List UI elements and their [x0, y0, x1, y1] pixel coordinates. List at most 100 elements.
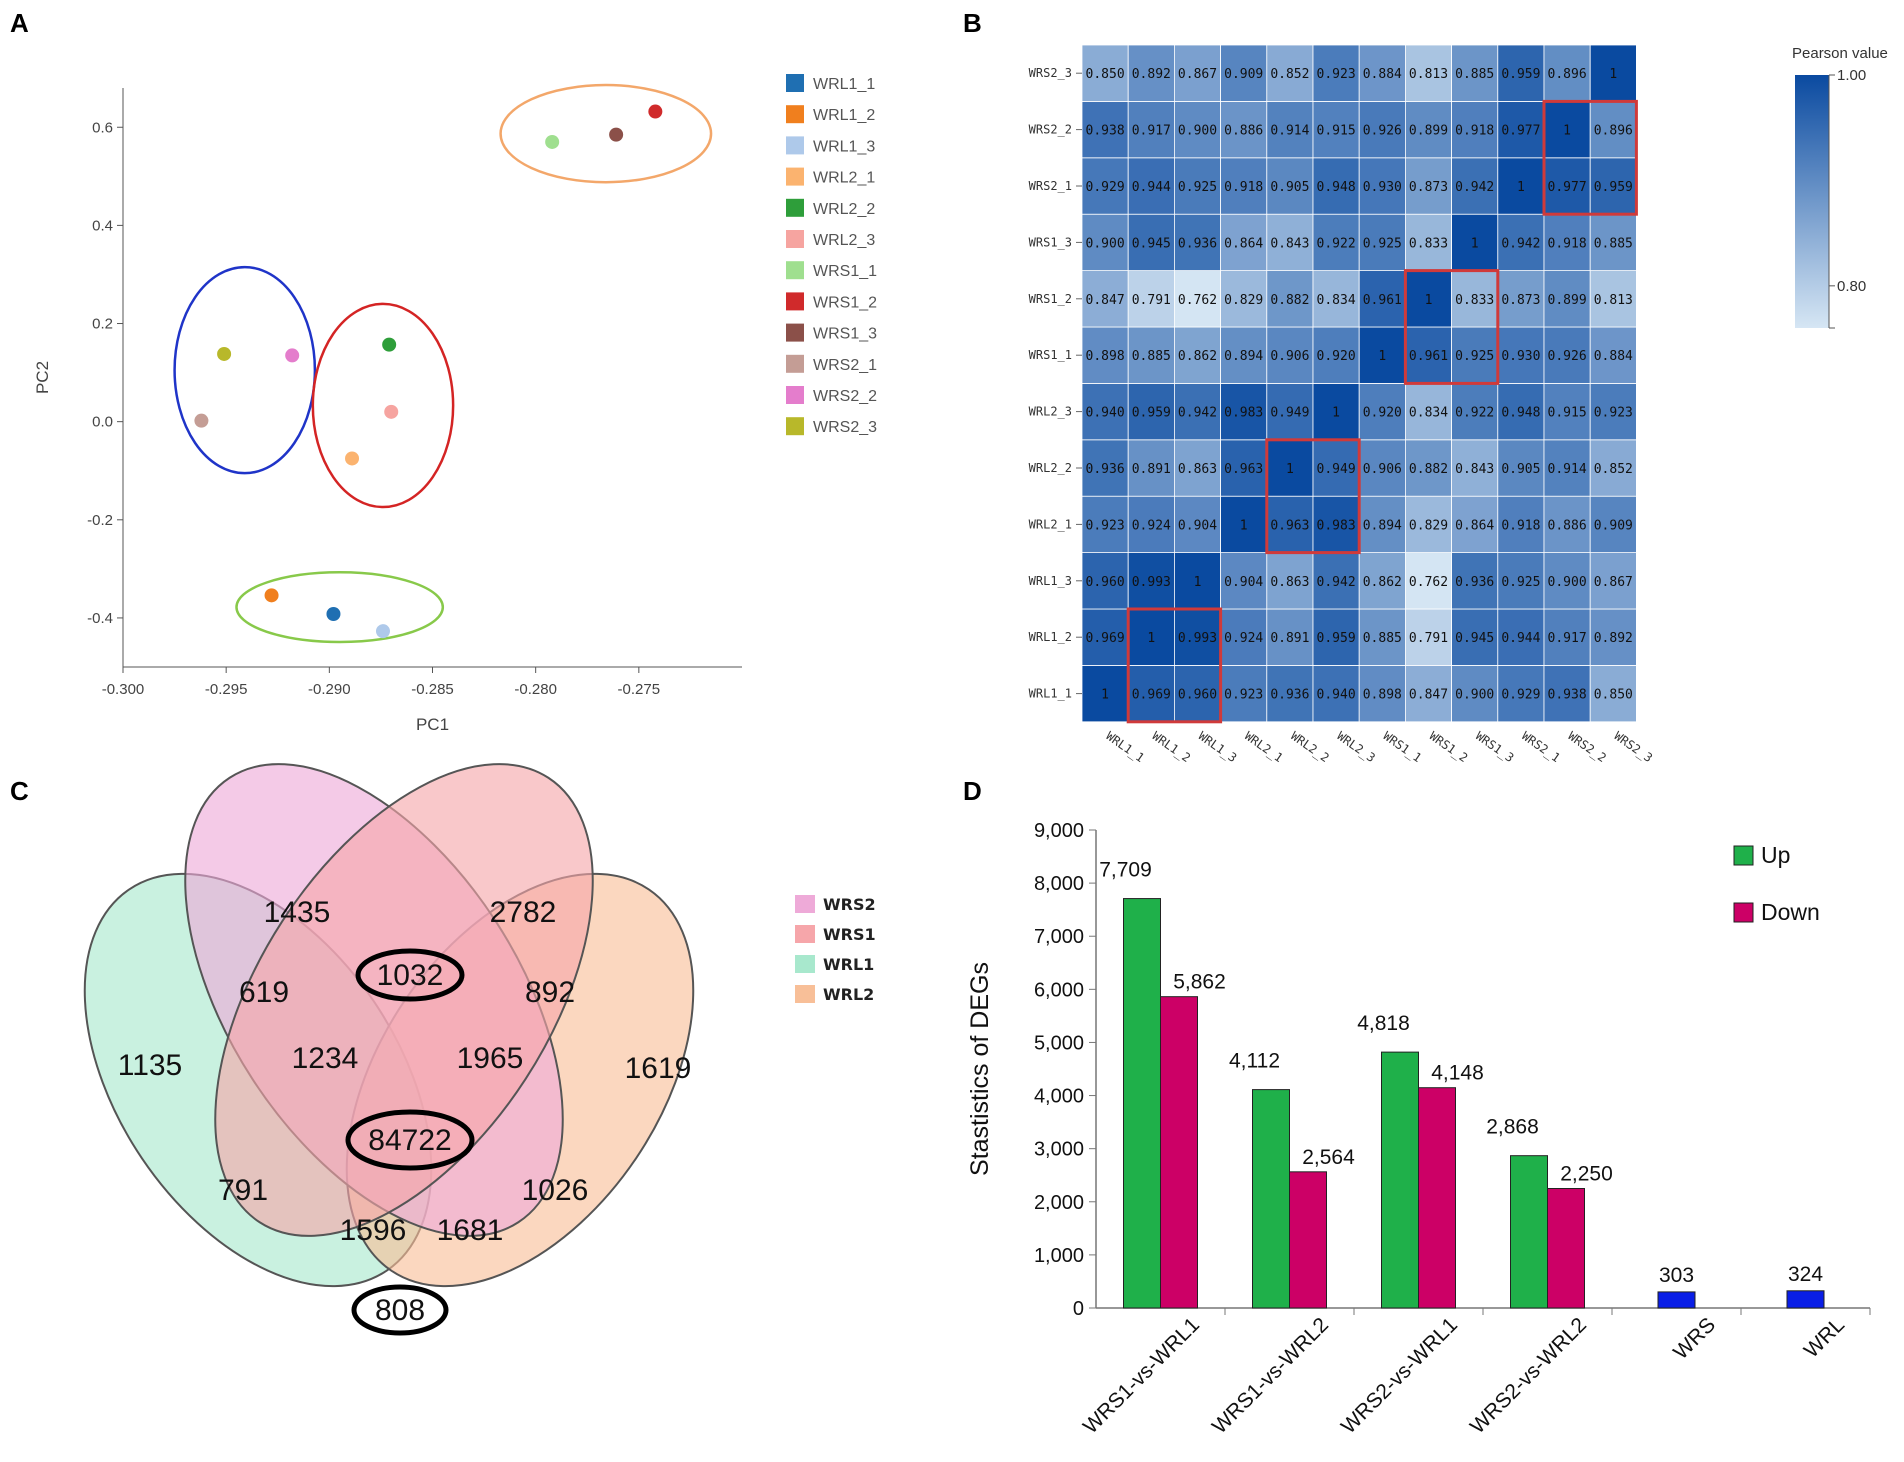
- heatmap-cell: [1405, 101, 1453, 159]
- heatmap-cell-value: 0.867: [1594, 575, 1633, 590]
- heatmap-row-label: WRL2_3: [1029, 405, 1072, 419]
- heatmap-cell-value: 0.993: [1178, 631, 1217, 646]
- heatmap-cell-value: 0.963: [1270, 518, 1309, 533]
- heatmap-cell-value: 1: [1378, 349, 1386, 364]
- scatter-point: [375, 624, 390, 639]
- colorbar: [1795, 75, 1829, 328]
- heatmap-cell: [1358, 270, 1406, 328]
- heatmap-cell-value: 0.834: [1317, 293, 1356, 308]
- x-tick-label: -0.300: [102, 681, 145, 698]
- category-label: WRS1-vs-WRL2: [1208, 1313, 1333, 1438]
- heatmap-col-label: WRS2_1: [1519, 729, 1563, 765]
- heatmap-cell-value: 0.960: [1086, 575, 1125, 590]
- heatmap-cell-value: 0.948: [1317, 180, 1356, 195]
- category-label: WRS2-vs-WRL2: [1466, 1313, 1591, 1438]
- heatmap-cell-value: 0.940: [1317, 688, 1356, 703]
- y-tick-label: 7,000: [1034, 926, 1084, 948]
- heatmap-cell: [1543, 552, 1591, 610]
- y-tick-label: -0.4: [87, 610, 113, 627]
- scatter-point: [648, 104, 663, 119]
- colorbar-mid-label: 0.80: [1837, 278, 1866, 295]
- heatmap-cell: [1451, 665, 1499, 723]
- bar-value-label: 4,148: [1431, 1062, 1484, 1085]
- heatmap-cell-value: 1: [1425, 293, 1433, 308]
- heatmap-cell: [1266, 157, 1314, 215]
- heatmap-row-label: WRS1_2: [1029, 292, 1072, 306]
- heatmap-cell-value: 0.813: [1409, 67, 1448, 82]
- heatmap-cell-value: 0.906: [1363, 462, 1402, 477]
- heatmap-cell: [1405, 326, 1453, 384]
- heatmap-row-label: WRL2_2: [1029, 461, 1072, 475]
- heatmap-cell-value: 0.905: [1270, 180, 1309, 195]
- heatmap-cell: [1405, 157, 1453, 215]
- heatmap-cell: [1081, 101, 1129, 159]
- bar-value-label: 7,709: [1099, 859, 1152, 882]
- heatmap-cell-value: 0.945: [1132, 236, 1171, 251]
- heatmap-cell-value: 0.936: [1270, 688, 1309, 703]
- heatmap-cell-value: 0.961: [1363, 293, 1402, 308]
- heatmap-cell-value: 0.917: [1132, 124, 1171, 139]
- venn-region-count: 1596: [340, 1214, 407, 1247]
- heatmap-cell-value: 0.843: [1455, 462, 1494, 477]
- heatmap-cell-value: 0.936: [1178, 236, 1217, 251]
- legend-swatch: [786, 198, 804, 217]
- heatmap-cell-value: 0.945: [1455, 631, 1494, 646]
- heatmap-cell: [1451, 439, 1499, 497]
- heatmap-cell-value: 0.926: [1363, 124, 1402, 139]
- venn-region-count: 1965: [457, 1042, 524, 1075]
- venn-highlight-ring: [351, 1284, 449, 1336]
- cluster-ellipse: [499, 83, 713, 184]
- heatmap-cell-value: 0.863: [1178, 462, 1217, 477]
- y-tick-label: 0: [1073, 1298, 1084, 1320]
- venn-region-count: 1435: [264, 896, 331, 929]
- heatmap-cell-value: 0.915: [1548, 406, 1587, 421]
- heatmap-cell: [1220, 101, 1268, 159]
- heatmap-cell: [1312, 270, 1360, 328]
- heatmap-cell: [1127, 270, 1175, 328]
- heatmap-col-label: WRL1_3: [1196, 729, 1240, 765]
- heatmap-cell: [1081, 495, 1129, 554]
- heatmap-cell-value: 0.942: [1455, 180, 1494, 195]
- heatmap-cell: [1312, 101, 1360, 159]
- heatmap-cell: [1312, 44, 1360, 102]
- heatmap-cell-value: 0.923: [1086, 518, 1125, 533]
- bar-legend-swatch: [1733, 902, 1754, 923]
- x-tick-label: -0.290: [308, 681, 351, 698]
- heatmap-cell: [1497, 44, 1545, 102]
- heatmap-row-label: WRL1_1: [1029, 687, 1072, 701]
- heatmap-cell-value: 0.923: [1594, 406, 1633, 421]
- heatmap-cell-value: 0.959: [1132, 406, 1171, 421]
- heatmap-cell-value: 0.873: [1409, 180, 1448, 195]
- heatmap-cell: [1497, 270, 1545, 328]
- heatmap-cell-value: 0.850: [1594, 688, 1633, 703]
- heatmap-cell: [1497, 213, 1545, 271]
- heatmap-cell-value: 0.847: [1409, 688, 1448, 703]
- heatmap-cell: [1358, 665, 1406, 723]
- venn-legend-swatch: [795, 895, 815, 913]
- bar: [1289, 1171, 1327, 1309]
- heatmap-row-label: WRS1_3: [1029, 235, 1072, 249]
- cluster-ellipse: [311, 302, 455, 509]
- panel-letter-b: B: [963, 8, 982, 38]
- y-tick-label: 5,000: [1034, 1032, 1084, 1054]
- heatmap-cell: [1266, 552, 1314, 610]
- heatmap-cell: [1266, 608, 1314, 666]
- correlation-heatmap: 1 0.969 0.960 0.923 0.936 0.940 0.898 0.847 0.90…: [1029, 44, 1888, 765]
- heatmap-cell: [1405, 495, 1453, 554]
- y-tick-label: 0.0: [92, 414, 113, 431]
- venn-diagram: 1435 2782 619 1032 892 1135 1234 1965 1619 84722 7…: [83, 763, 876, 1336]
- heatmap-cell-value: 0.942: [1178, 406, 1217, 421]
- heatmap-cell: [1266, 439, 1314, 497]
- heatmap-cell: [1174, 270, 1222, 328]
- heatmap-cell: [1405, 213, 1453, 271]
- heatmap-cell-value: 0.894: [1363, 518, 1402, 533]
- heatmap-cell-value: 0.864: [1224, 236, 1263, 251]
- bar-value-label: 324: [1788, 1263, 1823, 1286]
- legend-label: WRS1_1: [813, 263, 877, 280]
- heatmap-cell-value: 0.930: [1501, 349, 1540, 364]
- scatter-point: [345, 451, 360, 466]
- legend-label: WRS2_2: [813, 388, 877, 405]
- y-axis-title: Stastistics of DEGs: [966, 962, 994, 1176]
- legend-swatch: [786, 167, 804, 186]
- heatmap-cell: [1312, 326, 1360, 384]
